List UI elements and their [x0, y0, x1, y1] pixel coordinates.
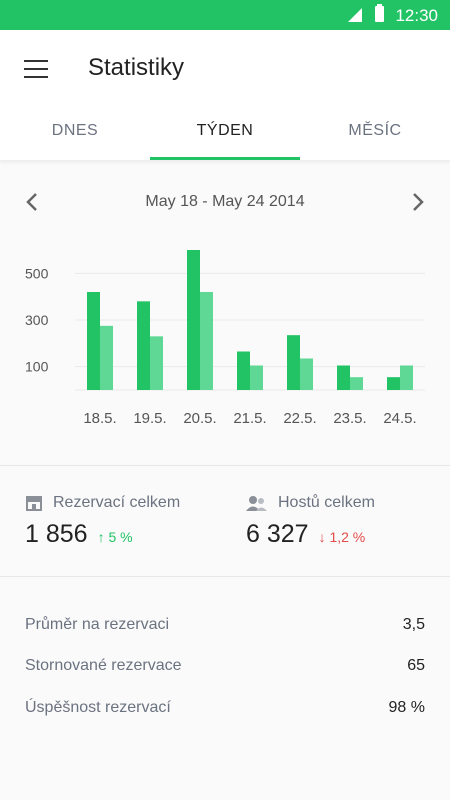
- y-tick-label: 100: [25, 359, 49, 375]
- x-tick-label: 24.5.: [383, 410, 416, 427]
- next-week-button[interactable]: [402, 187, 432, 217]
- detail-row: Průměr na rezervaci 3,5: [25, 616, 425, 634]
- bar: [200, 292, 213, 390]
- status-bar: 12:30: [0, 0, 450, 30]
- divider: [0, 465, 450, 466]
- guests-value: 6 327: [246, 520, 309, 548]
- tab-mesic[interactable]: MĚSÍC: [348, 122, 402, 139]
- bar: [87, 292, 100, 390]
- signal-icon: [348, 8, 362, 22]
- bar: [137, 301, 150, 390]
- bar: [237, 351, 250, 390]
- guests-change: ↓ 1,2 %: [319, 529, 366, 545]
- detail-label: Úspěšnost rezervací: [25, 699, 171, 716]
- bar: [100, 325, 113, 390]
- chevron-left-icon: [26, 193, 37, 211]
- date-navigation: May 18 - May 24 2014: [0, 185, 450, 225]
- detail-row: Stornované rezervace 65: [25, 657, 425, 675]
- people-icon: [246, 496, 267, 511]
- detail-value: 98 %: [388, 699, 425, 716]
- weekly-bar-chart: 100 300 500 18.5. 19.5. 20.5. 21.5. 22.5. 23.5. 2…: [25, 250, 425, 427]
- x-tick-label: 22.5.: [283, 410, 316, 427]
- tab-dnes[interactable]: DNES: [51, 122, 99, 139]
- reservations-change: ↑ 5 %: [98, 529, 133, 545]
- x-tick-label: 21.5.: [233, 410, 266, 427]
- divider: [0, 576, 450, 577]
- store-icon: [26, 496, 42, 511]
- bar: [287, 335, 300, 390]
- app-bar: Statistiky: [0, 30, 450, 110]
- reservations-label: Rezervací celkem: [53, 494, 181, 511]
- reservations-value: 1 856: [25, 520, 88, 548]
- detail-value: 3,5: [402, 616, 425, 633]
- y-tick-label: 500: [25, 265, 49, 281]
- detail-label: Stornované rezervace: [25, 657, 182, 674]
- page-title: Statistiky: [88, 54, 185, 81]
- guests-stat: Hostů celkem 6 327 ↓ 1,2 %: [246, 494, 375, 549]
- reservations-change-value: 5 %: [108, 529, 133, 545]
- arrow-up-icon: ↑: [97, 529, 105, 545]
- tab-tyden[interactable]: TÝDEN: [150, 110, 300, 160]
- x-tick-label: 18.5.: [83, 410, 116, 427]
- y-tick-label: 300: [25, 312, 49, 328]
- x-tick-label: 20.5.: [183, 410, 216, 427]
- battery-icon: [375, 4, 384, 22]
- chevron-right-icon: [413, 193, 424, 211]
- detail-value: 65: [407, 657, 425, 674]
- detail-label: Průměr na rezervaci: [25, 616, 170, 633]
- bar: [400, 365, 413, 390]
- bar: [387, 377, 400, 390]
- bar: [300, 358, 313, 390]
- previous-week-button[interactable]: [18, 187, 48, 217]
- status-time: 12:30: [395, 6, 438, 25]
- guests-label: Hostů celkem: [278, 494, 375, 511]
- arrow-down-icon: ↓: [318, 529, 326, 545]
- bar: [350, 377, 363, 390]
- x-tick-label: 23.5.: [333, 410, 366, 427]
- bar: [250, 365, 263, 390]
- bar: [187, 250, 200, 390]
- tab-bar: DNES TÝDEN MĚSÍC: [0, 110, 450, 161]
- guests-change-value: 1,2 %: [329, 529, 366, 545]
- reservations-stat: Rezervací celkem 1 856 ↑ 5 %: [25, 494, 180, 549]
- date-range: May 18 - May 24 2014: [145, 193, 305, 210]
- menu-icon[interactable]: [24, 60, 48, 78]
- bar: [150, 336, 163, 390]
- detail-row: Úspěšnost rezervací 98 %: [25, 699, 425, 717]
- bar: [337, 365, 350, 390]
- x-tick-label: 19.5.: [133, 410, 166, 427]
